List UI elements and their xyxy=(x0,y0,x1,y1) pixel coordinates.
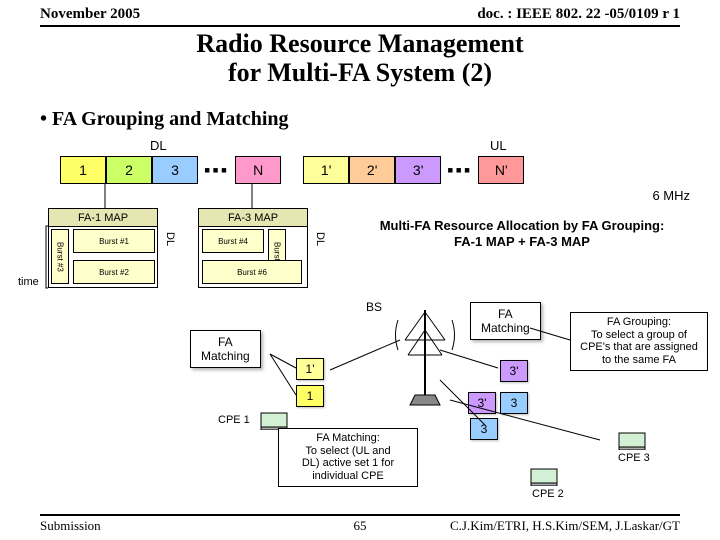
matching-note: FA Matching: To select (UL and DL) activ… xyxy=(278,428,418,487)
cpe2-label: CPE 2 xyxy=(532,488,564,500)
page-number: 65 xyxy=(0,518,720,534)
cpe2-icon xyxy=(530,468,558,486)
cpe1-label: CPE 1 xyxy=(218,414,250,426)
cpe3-label: CPE 3 xyxy=(618,452,650,464)
cpe3-icon xyxy=(618,432,646,450)
